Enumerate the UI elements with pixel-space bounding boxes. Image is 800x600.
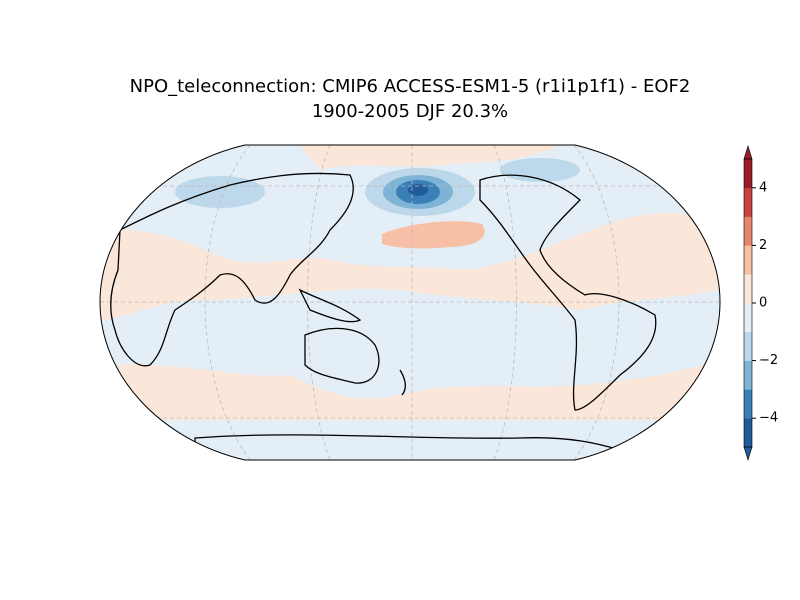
colorbar-bin bbox=[744, 389, 752, 419]
map-frame bbox=[99, 144, 721, 461]
graticule bbox=[100, 145, 720, 460]
colorbar-bin bbox=[744, 159, 752, 189]
colorbar-extend bbox=[743, 144, 753, 160]
negative-core bbox=[408, 184, 428, 196]
colorbar: −4 −2 0 2 4 bbox=[743, 144, 778, 462]
colorbar-tick-label: −4 bbox=[759, 411, 778, 426]
positive-regions bbox=[100, 145, 720, 420]
title-line: 1900-2005 DJF 20.3% bbox=[312, 101, 508, 122]
colorbar-bin bbox=[744, 187, 752, 217]
colorbar-tick-label: 0 bbox=[759, 296, 767, 311]
map bbox=[100, 145, 720, 460]
coastlines bbox=[110, 172, 657, 460]
colorbar-bin bbox=[744, 360, 752, 390]
colorbar-tick-label: −2 bbox=[759, 353, 778, 368]
title-line: NPO_teleconnection: CMIP6 ACCESS-ESM1-5 … bbox=[130, 76, 691, 97]
colorbar-bin bbox=[744, 418, 752, 448]
positive-core bbox=[382, 221, 485, 249]
colorbar-bin bbox=[744, 245, 752, 275]
colorbar-extend bbox=[743, 446, 753, 462]
colorbar-bin bbox=[744, 303, 752, 333]
colorbar-bin bbox=[744, 331, 752, 361]
colorbar-bin bbox=[744, 274, 752, 304]
colorbar-bin bbox=[744, 216, 752, 246]
colorbar-tick-label: 4 bbox=[759, 180, 767, 195]
colorbar-tick-label: 2 bbox=[759, 238, 767, 253]
